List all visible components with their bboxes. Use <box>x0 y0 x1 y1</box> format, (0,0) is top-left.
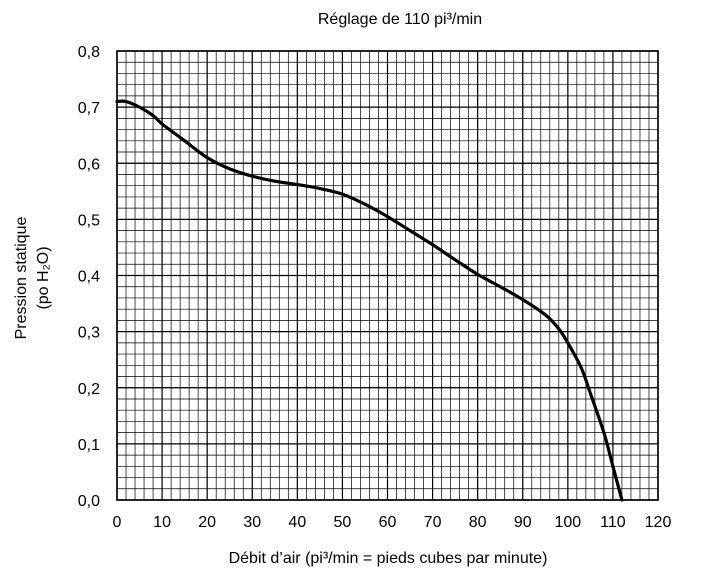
chart-title: Réglage de 110 pi³/min <box>318 11 482 28</box>
plot-frame <box>116 50 659 501</box>
y-tick-label: 0,4 <box>78 269 100 286</box>
x-tick-label: 50 <box>334 514 352 531</box>
x-tick-label: 70 <box>424 514 442 531</box>
x-tick-label: 110 <box>600 514 626 531</box>
y-tick-label: 0,0 <box>78 493 100 510</box>
y-axis-label-line2: (po H₂O) <box>35 246 52 309</box>
y-tick-label: 0,3 <box>78 325 100 342</box>
x-tick-label: 90 <box>514 514 532 531</box>
x-tick-label: 10 <box>153 514 171 531</box>
y-tick-label: 0,8 <box>78 44 100 61</box>
x-tick-label: 0 <box>113 514 122 531</box>
y-axis-label: Pression statique (po H₂O) <box>13 217 52 340</box>
x-axis-label: Débit d’air (pi³/min = pieds cubes par m… <box>229 550 548 567</box>
series-line <box>115 99 624 502</box>
x-tick-label: 60 <box>379 514 397 531</box>
y-tick-label: 0,6 <box>78 156 100 173</box>
y-axis-label-line1: Pression statique <box>13 217 30 340</box>
y-tick-labels: 0,0 0,1 0,2 0,3 0,4 0,5 0,6 0,7 0,8 <box>78 44 100 510</box>
x-tick-label: 80 <box>469 514 487 531</box>
y-tick-label: 0,5 <box>78 212 100 229</box>
x-tick-label: 20 <box>198 514 216 531</box>
y-tick-label: 0,2 <box>78 381 100 398</box>
x-tick-label: 30 <box>243 514 261 531</box>
y-tick-label: 0,7 <box>78 100 100 117</box>
x-tick-label: 40 <box>288 514 306 531</box>
x-tick-label: 120 <box>645 514 672 531</box>
x-tick-label: 100 <box>554 514 581 531</box>
x-tick-labels: 0 10 20 30 40 50 60 70 80 90 100 110 120 <box>113 514 672 531</box>
y-tick-label: 0,1 <box>78 437 100 454</box>
